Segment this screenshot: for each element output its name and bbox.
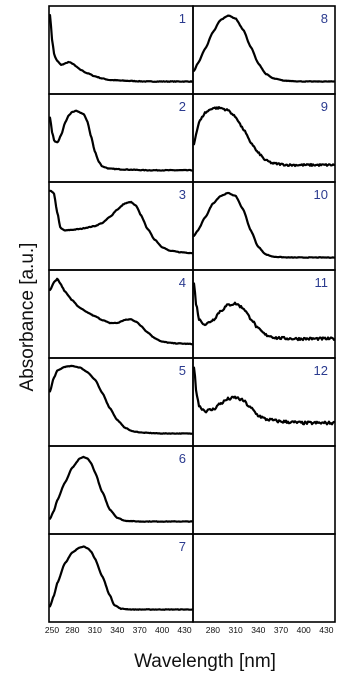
spectrum-curve-5: [48, 364, 194, 435]
panel-number-4: 4: [179, 275, 186, 290]
spectrum-panel-10: 10: [192, 181, 336, 271]
spectrum-curve-10: [192, 191, 336, 259]
y-axis-title: Absorbance [a.u.]: [17, 243, 38, 392]
panel-number-11: 11: [315, 275, 329, 290]
spectrum-curve-11: [192, 282, 336, 342]
x-tick-label: 250: [45, 625, 59, 635]
panel-number-2: 2: [179, 99, 186, 114]
x-tick-label: 430: [177, 625, 191, 635]
spectrum-panel-11: 11: [192, 269, 336, 359]
panel-number-7: 7: [179, 539, 186, 554]
spectrum-panel-8: 8: [192, 5, 336, 95]
spectrum-curve-1: [48, 13, 194, 83]
x-tick-label: 400: [155, 625, 169, 635]
empty-panel-frame: [192, 533, 336, 623]
spectrum-curve-9: [192, 106, 336, 168]
spectrum-panel-4: 4: [48, 269, 194, 359]
panel-number-10: 10: [314, 187, 328, 202]
spectrum-panel-5: 5: [48, 357, 194, 447]
x-tick-label: 340: [251, 625, 265, 635]
x-tick-label: 340: [110, 625, 124, 635]
x-tick-label: 370: [274, 625, 288, 635]
spectrum-panel-9: 9: [192, 93, 336, 183]
spectrum-panel-6: 6: [48, 445, 194, 535]
x-tick-label: 310: [229, 625, 243, 635]
panel-frame: [48, 269, 194, 359]
spectrum-curve-8: [192, 14, 336, 83]
spectrum-panel-2: 2: [48, 93, 194, 183]
spectrum-curve-4: [48, 277, 194, 346]
spectrum-panel-7: 7: [48, 533, 194, 623]
spectrum-curve-7: [48, 545, 194, 611]
spectrum-panel-12: 12: [192, 357, 336, 447]
x-axis-title: Wavelength [nm]: [134, 651, 276, 672]
panel-number-1: 1: [179, 11, 186, 26]
panel-number-9: 9: [321, 99, 328, 114]
panel-number-6: 6: [179, 451, 186, 466]
x-tick-label: 400: [297, 625, 311, 635]
x-tick-label: 310: [88, 625, 102, 635]
panel-number-5: 5: [179, 363, 186, 378]
panel-number-3: 3: [179, 187, 186, 202]
x-ticks-layer: 250 280 310 340 370 400 430 280 310 340 370 400 430: [45, 625, 334, 635]
x-tick-label: 280: [65, 625, 79, 635]
spectrum-panel-1: 1: [48, 5, 194, 95]
x-tick-label: 430: [319, 625, 333, 635]
spectrum-curve-2: [48, 109, 194, 172]
spectrum-curve-6: [48, 455, 194, 523]
empty-panel-frame: [192, 445, 336, 535]
spectrum-curve-3: [48, 189, 194, 255]
x-tick-label: 370: [133, 625, 147, 635]
x-tick-label: 280: [206, 625, 220, 635]
panel-frame: [48, 181, 194, 271]
spectrum-curve-12: [192, 366, 336, 426]
panel-number-8: 8: [321, 11, 328, 26]
panel-number-12: 12: [314, 363, 328, 378]
spectrum-panel-3: 3: [48, 181, 194, 271]
